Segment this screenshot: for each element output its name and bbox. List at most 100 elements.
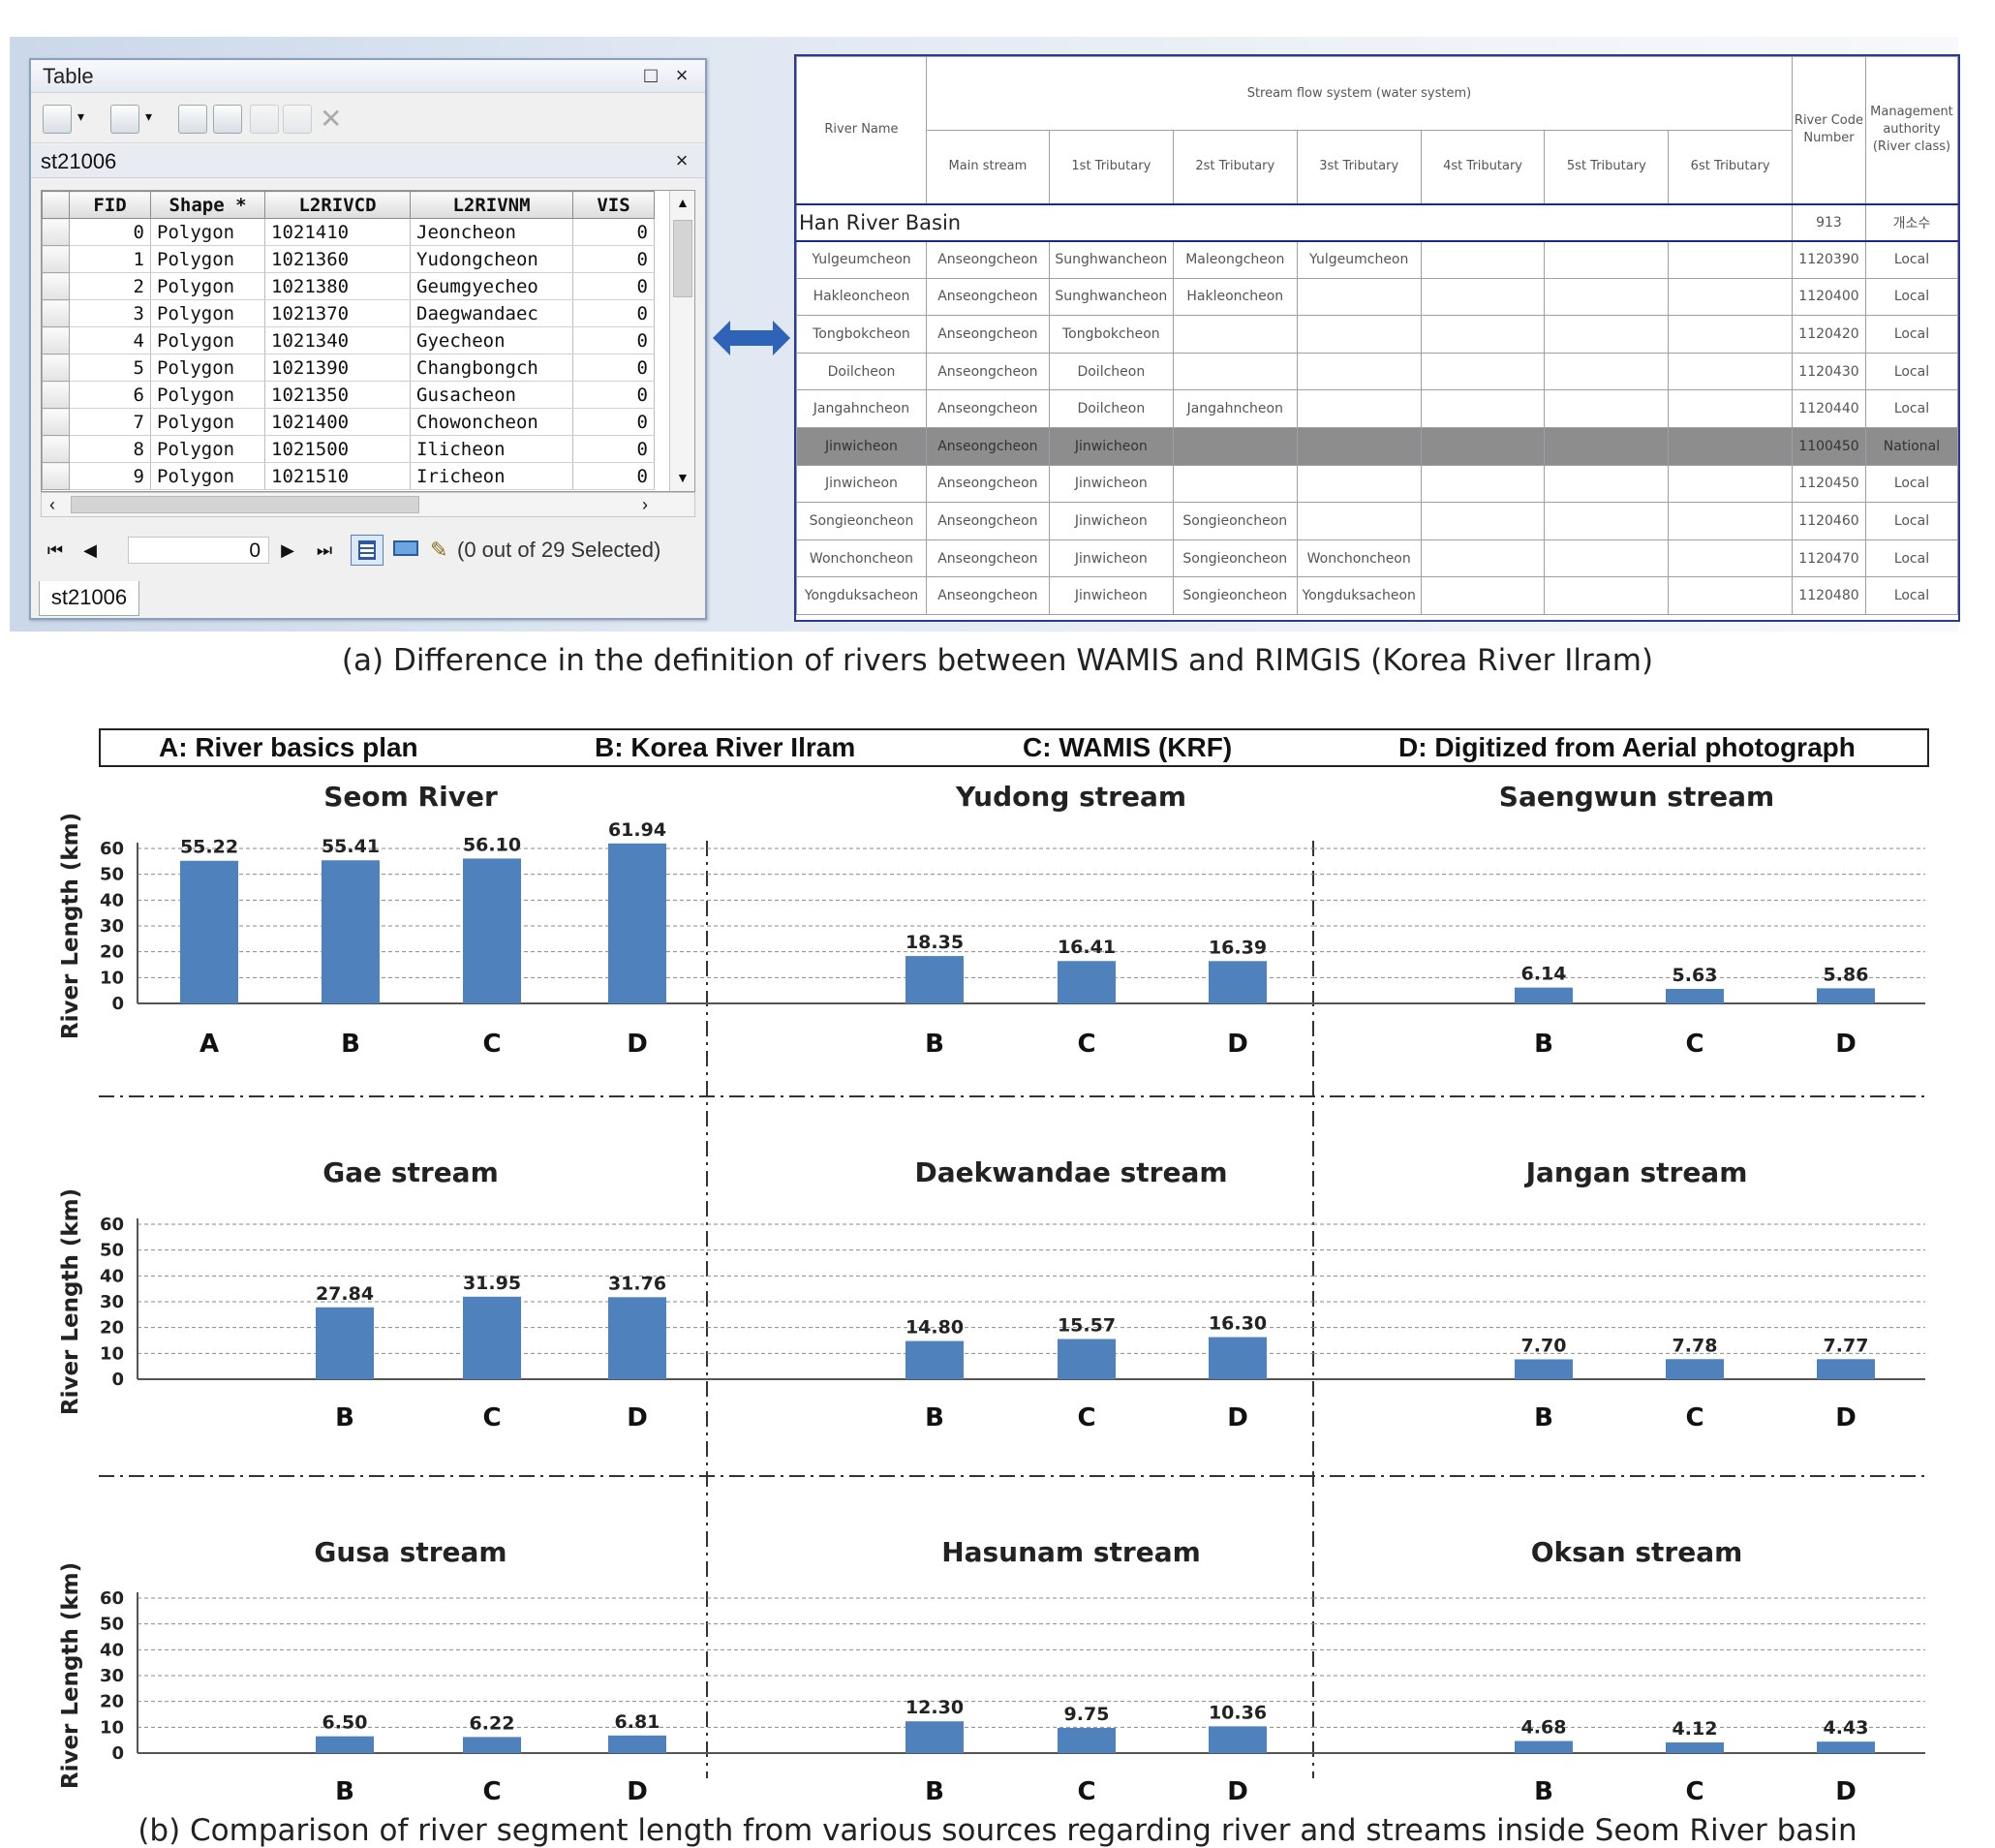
row-selector[interactable] xyxy=(42,462,70,490)
cell: 1120440 xyxy=(1791,389,1866,428)
row-selector[interactable] xyxy=(42,354,70,382)
previous-record-icon[interactable]: ◀ xyxy=(83,540,97,560)
zoom-to-selected-icon[interactable] xyxy=(283,105,312,134)
chart-title: Hasunam stream xyxy=(941,1536,1201,1568)
scroll-right-icon[interactable]: › xyxy=(642,495,648,514)
table-row[interactable]: 6 Polygon 1021350 Gusacheon 0 xyxy=(42,381,655,409)
cell: Changbongch xyxy=(410,354,573,382)
table-row[interactable]: 2 Polygon 1021380 Geumgyecheo 0 xyxy=(42,272,655,300)
related-tables-icon[interactable] xyxy=(110,105,139,134)
cell: 1120400 xyxy=(1791,277,1866,317)
category-label: D xyxy=(1835,1777,1857,1806)
bar-chart-panel: Yudong stream 18.35 B 16.41 C 16.39 D xyxy=(707,781,1313,1059)
clear-selection-icon[interactable] xyxy=(250,105,279,134)
column-header[interactable]: VIS xyxy=(572,191,655,219)
row-selector[interactable] xyxy=(42,326,70,354)
category-label: D xyxy=(1835,1030,1857,1059)
cell xyxy=(1296,502,1422,540)
double-arrow-icon xyxy=(713,321,790,355)
cell: 1100450 xyxy=(1791,426,1866,466)
row-selector[interactable] xyxy=(42,381,70,409)
table-options-icon[interactable] xyxy=(43,105,72,134)
row-selector[interactable] xyxy=(42,218,70,246)
table-row[interactable]: 7 Polygon 1021400 Chowoncheon 0 xyxy=(42,408,655,436)
data-label: 14.80 xyxy=(905,1317,964,1339)
close-icon[interactable]: × xyxy=(675,63,689,87)
table-row[interactable]: 1 Polygon 1021360 Yudongcheon 0 xyxy=(42,245,655,273)
cell xyxy=(1296,464,1422,504)
cell xyxy=(1420,502,1546,540)
scroll-down-icon[interactable]: ▼ xyxy=(676,470,690,485)
bar xyxy=(608,1297,666,1379)
next-record-icon[interactable]: ▶ xyxy=(281,540,294,560)
column-header[interactable]: Shape * xyxy=(150,191,265,219)
cell: Sunghwancheon xyxy=(1048,240,1174,279)
data-label: 7.70 xyxy=(1521,1335,1567,1356)
row-selector[interactable] xyxy=(42,245,70,273)
cell: 1120470 xyxy=(1791,539,1866,578)
cell: Wonchoncheon xyxy=(1296,539,1422,578)
first-record-icon[interactable]: ⏮ xyxy=(46,540,64,560)
cell xyxy=(1544,315,1670,354)
cell xyxy=(1668,389,1793,428)
show-selected-records-icon[interactable] xyxy=(391,537,420,564)
record-index-input[interactable]: 0 xyxy=(128,537,269,564)
table-row[interactable]: 9 Polygon 1021510 Iricheon 0 xyxy=(42,462,655,490)
vertical-scrollbar[interactable]: ▲ ▼ xyxy=(669,191,694,491)
cell xyxy=(1668,576,1793,615)
highlighted-table-row: Jinwicheon Anseongcheon Jinwicheon 1100450 N… xyxy=(796,426,1959,466)
cell xyxy=(1544,539,1670,578)
row-selector[interactable] xyxy=(42,408,70,436)
cell: 1021350 xyxy=(264,381,411,409)
table-row[interactable]: 8 Polygon 1021500 Ilicheon 0 xyxy=(42,435,655,463)
row-selector[interactable] xyxy=(42,299,70,327)
column-header[interactable]: L2RIVNM xyxy=(410,191,573,219)
cell: Local xyxy=(1864,464,1959,504)
maximize-icon[interactable]: □ xyxy=(644,63,658,87)
close-layer-icon[interactable]: × xyxy=(675,148,689,172)
table-row[interactable]: 4 Polygon 1021340 Gyecheon 0 xyxy=(42,326,655,354)
table-row[interactable]: 3 Polygon 1021370 Daegwandaec 0 xyxy=(42,299,655,327)
delete-selected-icon[interactable]: ✕ xyxy=(320,104,343,134)
sub-header: 3st Tributary xyxy=(1296,130,1422,204)
chevron-down-icon[interactable]: ▾ xyxy=(77,108,85,124)
cell: 7 xyxy=(69,408,151,436)
show-all-records-icon[interactable] xyxy=(351,535,384,566)
bar-chart-panel: Jangan stream 7.70 B 7.78 C 7.77 D xyxy=(1313,1156,1925,1432)
switch-selection-icon[interactable] xyxy=(213,105,242,134)
data-label: 6.14 xyxy=(1521,964,1567,985)
bar-chart-panel: Gae stream 0 10 20 30 40 50 60 River Length (km)… xyxy=(58,1156,707,1432)
row-selector-header[interactable] xyxy=(42,191,70,219)
last-record-icon[interactable]: ⏭ xyxy=(316,540,333,560)
cell: Sunghwancheon xyxy=(1048,277,1174,317)
bar xyxy=(608,843,666,1003)
layer-tab[interactable]: st21006 xyxy=(39,581,139,616)
data-label: 6.81 xyxy=(615,1711,660,1733)
row-selector[interactable] xyxy=(42,272,70,300)
column-header[interactable]: L2RIVCD xyxy=(264,191,411,219)
category-label: B xyxy=(341,1030,360,1059)
sub-header: 4st Tributary xyxy=(1420,130,1546,204)
column-header[interactable]: FID xyxy=(69,191,151,219)
chevron-down-icon[interactable]: ▾ xyxy=(145,108,153,124)
scroll-up-icon[interactable]: ▲ xyxy=(676,195,690,210)
cell: 1021370 xyxy=(264,299,411,327)
chart-title: Daekwandae stream xyxy=(914,1156,1227,1188)
bar xyxy=(180,860,238,1003)
bar xyxy=(1666,1359,1724,1379)
y-tick-label: 40 xyxy=(100,1266,124,1286)
cell: Anseongcheon xyxy=(925,389,1050,428)
table-row[interactable]: 0 Polygon 1021410 Jeoncheon 0 xyxy=(42,218,655,246)
panel-dividers xyxy=(99,841,1929,1778)
scroll-thumb[interactable] xyxy=(71,496,419,513)
y-tick-label: 10 xyxy=(100,1343,124,1364)
row-selector[interactable] xyxy=(42,435,70,463)
cell xyxy=(1668,315,1793,354)
cell: 2 xyxy=(69,272,151,300)
horizontal-scrollbar[interactable]: ‹ › xyxy=(41,492,695,517)
select-by-attributes-icon[interactable] xyxy=(178,105,207,134)
cell: Yudongcheon xyxy=(410,245,573,273)
scroll-thumb[interactable] xyxy=(673,220,692,297)
table-row[interactable]: 5 Polygon 1021390 Changbongch 0 xyxy=(42,354,655,382)
scroll-left-icon[interactable]: ‹ xyxy=(49,495,55,514)
